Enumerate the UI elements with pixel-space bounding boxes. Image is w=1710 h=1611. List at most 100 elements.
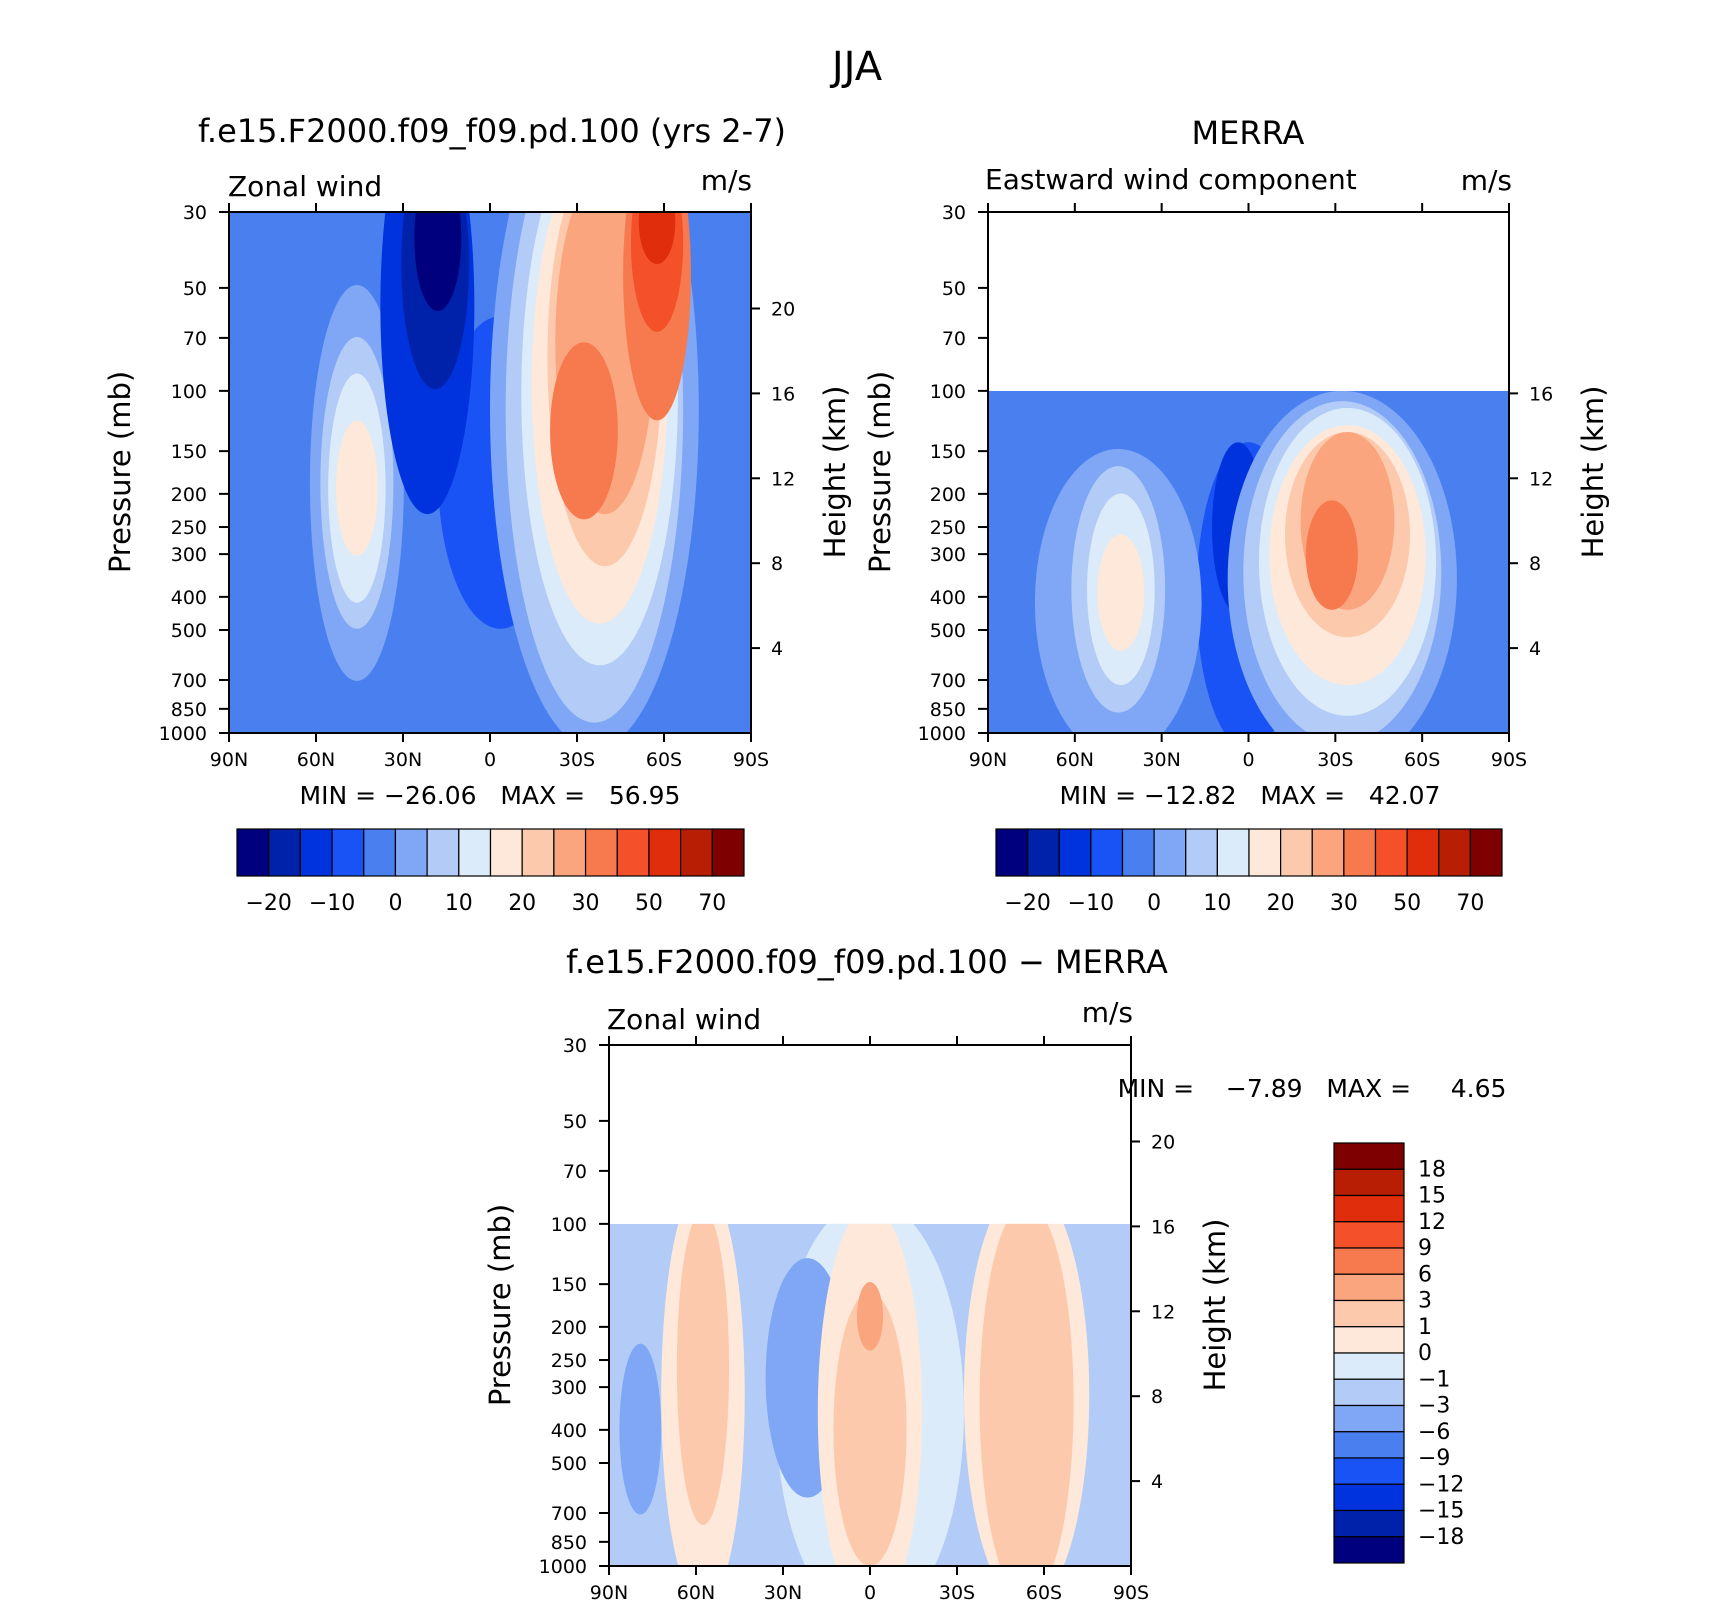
colorbar-label: −10 <box>1068 891 1114 916</box>
panel-diff-plot-area: 90N 60N 30N 0 30S 60S 90S 30 50 70 100 150 200 250 300… <box>539 1035 1176 1604</box>
y-tick-label: 500 <box>930 620 966 642</box>
colorbar-swatch <box>1438 828 1471 877</box>
colorbar-label: 50 <box>635 891 663 916</box>
x-tick-label: 90S <box>1491 749 1527 771</box>
y-tick-label: 50 <box>942 278 966 300</box>
y-tick-label: 500 <box>551 1453 587 1475</box>
panel-merra-colorbar: −20 −10 0 10 20 30 50 70 <box>995 828 1503 916</box>
right-tick-label: 20 <box>771 298 795 320</box>
panel-model-ylabel: Pressure (mb) <box>103 371 137 573</box>
colorbar-swatch <box>1027 828 1060 877</box>
colorbar-swatch <box>1333 1221 1405 1249</box>
colorbar-swatch <box>1216 828 1250 877</box>
y-tick-label: 100 <box>930 381 966 403</box>
y-tick-label: 850 <box>930 699 966 721</box>
colorbar-swatch <box>616 828 650 877</box>
panel-diff-variable: Zonal wind <box>607 1003 761 1036</box>
contour-fill-region <box>414 212 462 311</box>
y-tick-label: 50 <box>183 278 207 300</box>
colorbar-label: 0 <box>1418 1341 1432 1366</box>
colorbar-swatch <box>1333 1273 1405 1302</box>
y-tick-label: 700 <box>551 1503 587 1525</box>
panel-diff-right-ylabel: Height (km) <box>1198 1219 1232 1392</box>
panel-model-units: m/s <box>701 164 752 197</box>
colorbar-swatch <box>648 828 682 877</box>
panel-merra-ylabel: Pressure (mb) <box>863 371 897 573</box>
colorbar-swatch <box>1058 828 1092 877</box>
colorbar-swatch <box>1333 1247 1405 1275</box>
colorbar-swatch <box>1333 1536 1405 1564</box>
colorbar-label: 18 <box>1418 1157 1446 1182</box>
x-tick-label: 90N <box>969 749 1007 771</box>
colorbar-swatch <box>1333 1431 1405 1459</box>
x-tick-label: 30N <box>384 749 422 771</box>
y-tick-label: 70 <box>563 1161 587 1183</box>
colorbar-swatch <box>521 828 555 877</box>
colorbar-swatch <box>1333 1352 1405 1380</box>
panel-merra-right-ylabel: Height (km) <box>1576 386 1610 559</box>
panel-model-minmax: MIN = −26.06 MAX = 56.95 <box>300 781 681 810</box>
colorbar-swatch <box>1333 1483 1405 1512</box>
y-tick-label: 1000 <box>159 723 207 745</box>
right-tick-label: 12 <box>1151 1301 1175 1323</box>
colorbar-swatch <box>1311 828 1345 877</box>
colorbar-swatch <box>680 828 713 877</box>
y-tick-label: 70 <box>942 328 966 350</box>
panel-merra-title: MERRA <box>1192 114 1305 152</box>
y-tick-label: 300 <box>171 544 207 566</box>
right-tick-label: 20 <box>1151 1131 1175 1153</box>
colorbar-label: −12 <box>1418 1472 1464 1497</box>
colorbar-label: 9 <box>1418 1236 1432 1261</box>
y-tick-label: 30 <box>563 1035 587 1057</box>
colorbar-label: −20 <box>245 891 291 916</box>
right-tick-label: 4 <box>1529 638 1541 660</box>
y-tick-label: 150 <box>551 1274 587 1296</box>
colorbar-swatch <box>1333 1299 1405 1328</box>
x-tick-label: 60S <box>646 749 682 771</box>
colorbar-swatch <box>1374 828 1408 877</box>
panel-model-title: f.e15.F2000.f09_f09.pd.100 (yrs 2-7) <box>198 112 786 150</box>
colorbar-swatch <box>1333 1457 1405 1485</box>
x-tick-label: 30S <box>939 1582 975 1604</box>
panel-model-plot-area: 90N 60N 30N 0 30S 60S 90S 30 50 70 100 150 200 250 300… <box>159 202 796 771</box>
y-tick-label: 400 <box>171 587 207 609</box>
colorbar-label: 0 <box>1147 891 1161 916</box>
colorbar-swatch <box>1469 828 1503 877</box>
contour-fill-region <box>619 1343 662 1515</box>
contour-fill-region <box>833 1292 907 1566</box>
right-tick-label: 12 <box>1529 468 1553 490</box>
x-tick-label: 90S <box>733 749 769 771</box>
colorbar-label: 6 <box>1418 1262 1432 1287</box>
contour-fill-region <box>1305 500 1358 610</box>
panel-model-colorbar: −20 −10 0 10 20 30 50 70 <box>236 828 745 916</box>
colorbar-label: −20 <box>1004 891 1050 916</box>
colorbar-swatch <box>268 828 301 877</box>
colorbar-label: 70 <box>698 891 726 916</box>
colorbar-swatch <box>1333 1168 1405 1197</box>
panel-model: f.e15.F2000.f09_f09.pd.100 (yrs 2-7) Zon… <box>103 112 852 916</box>
y-tick-label: 250 <box>930 517 966 539</box>
x-tick-label: 60S <box>1026 1582 1062 1604</box>
right-tick-label: 8 <box>771 553 783 575</box>
y-tick-label: 50 <box>563 1111 587 1133</box>
contour-fill-region <box>638 212 676 265</box>
x-tick-label: 60S <box>1404 749 1440 771</box>
y-tick-label: 850 <box>551 1532 587 1554</box>
colorbar-swatch <box>995 828 1029 877</box>
colorbar-swatch <box>1333 1142 1405 1170</box>
contour-fill-region <box>676 1223 730 1525</box>
x-tick-label: 0 <box>484 749 496 771</box>
x-tick-label: 30S <box>559 749 595 771</box>
panel-diff-ylabel: Pressure (mb) <box>483 1204 517 1406</box>
colorbar-swatch <box>584 828 618 877</box>
colorbar-swatch <box>1406 828 1440 877</box>
x-tick-label: 90N <box>210 749 248 771</box>
contour-fill-region <box>1097 534 1145 651</box>
colorbar-label: 10 <box>1203 891 1231 916</box>
colorbar-swatch <box>1333 1509 1405 1538</box>
x-tick-label: 0 <box>1242 749 1254 771</box>
y-tick-label: 700 <box>930 670 966 692</box>
colorbar-swatch <box>1333 1194 1405 1223</box>
x-tick-label: 30N <box>1142 749 1180 771</box>
